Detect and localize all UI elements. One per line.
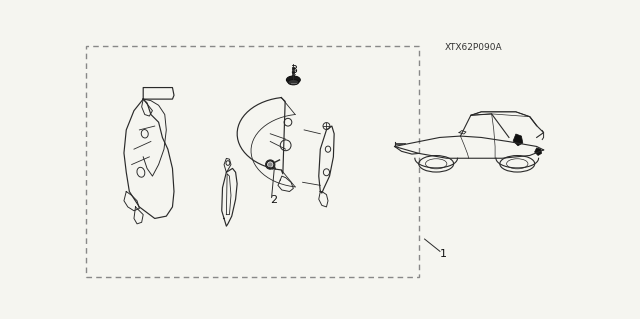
Polygon shape	[513, 134, 523, 146]
Text: 2: 2	[270, 196, 277, 205]
Ellipse shape	[268, 162, 273, 167]
Ellipse shape	[287, 76, 300, 84]
Polygon shape	[534, 148, 541, 155]
Ellipse shape	[288, 79, 299, 85]
Text: XTX62P090A: XTX62P090A	[445, 43, 502, 52]
Text: 3: 3	[290, 65, 297, 75]
Ellipse shape	[266, 160, 275, 169]
Text: 1: 1	[440, 249, 447, 259]
